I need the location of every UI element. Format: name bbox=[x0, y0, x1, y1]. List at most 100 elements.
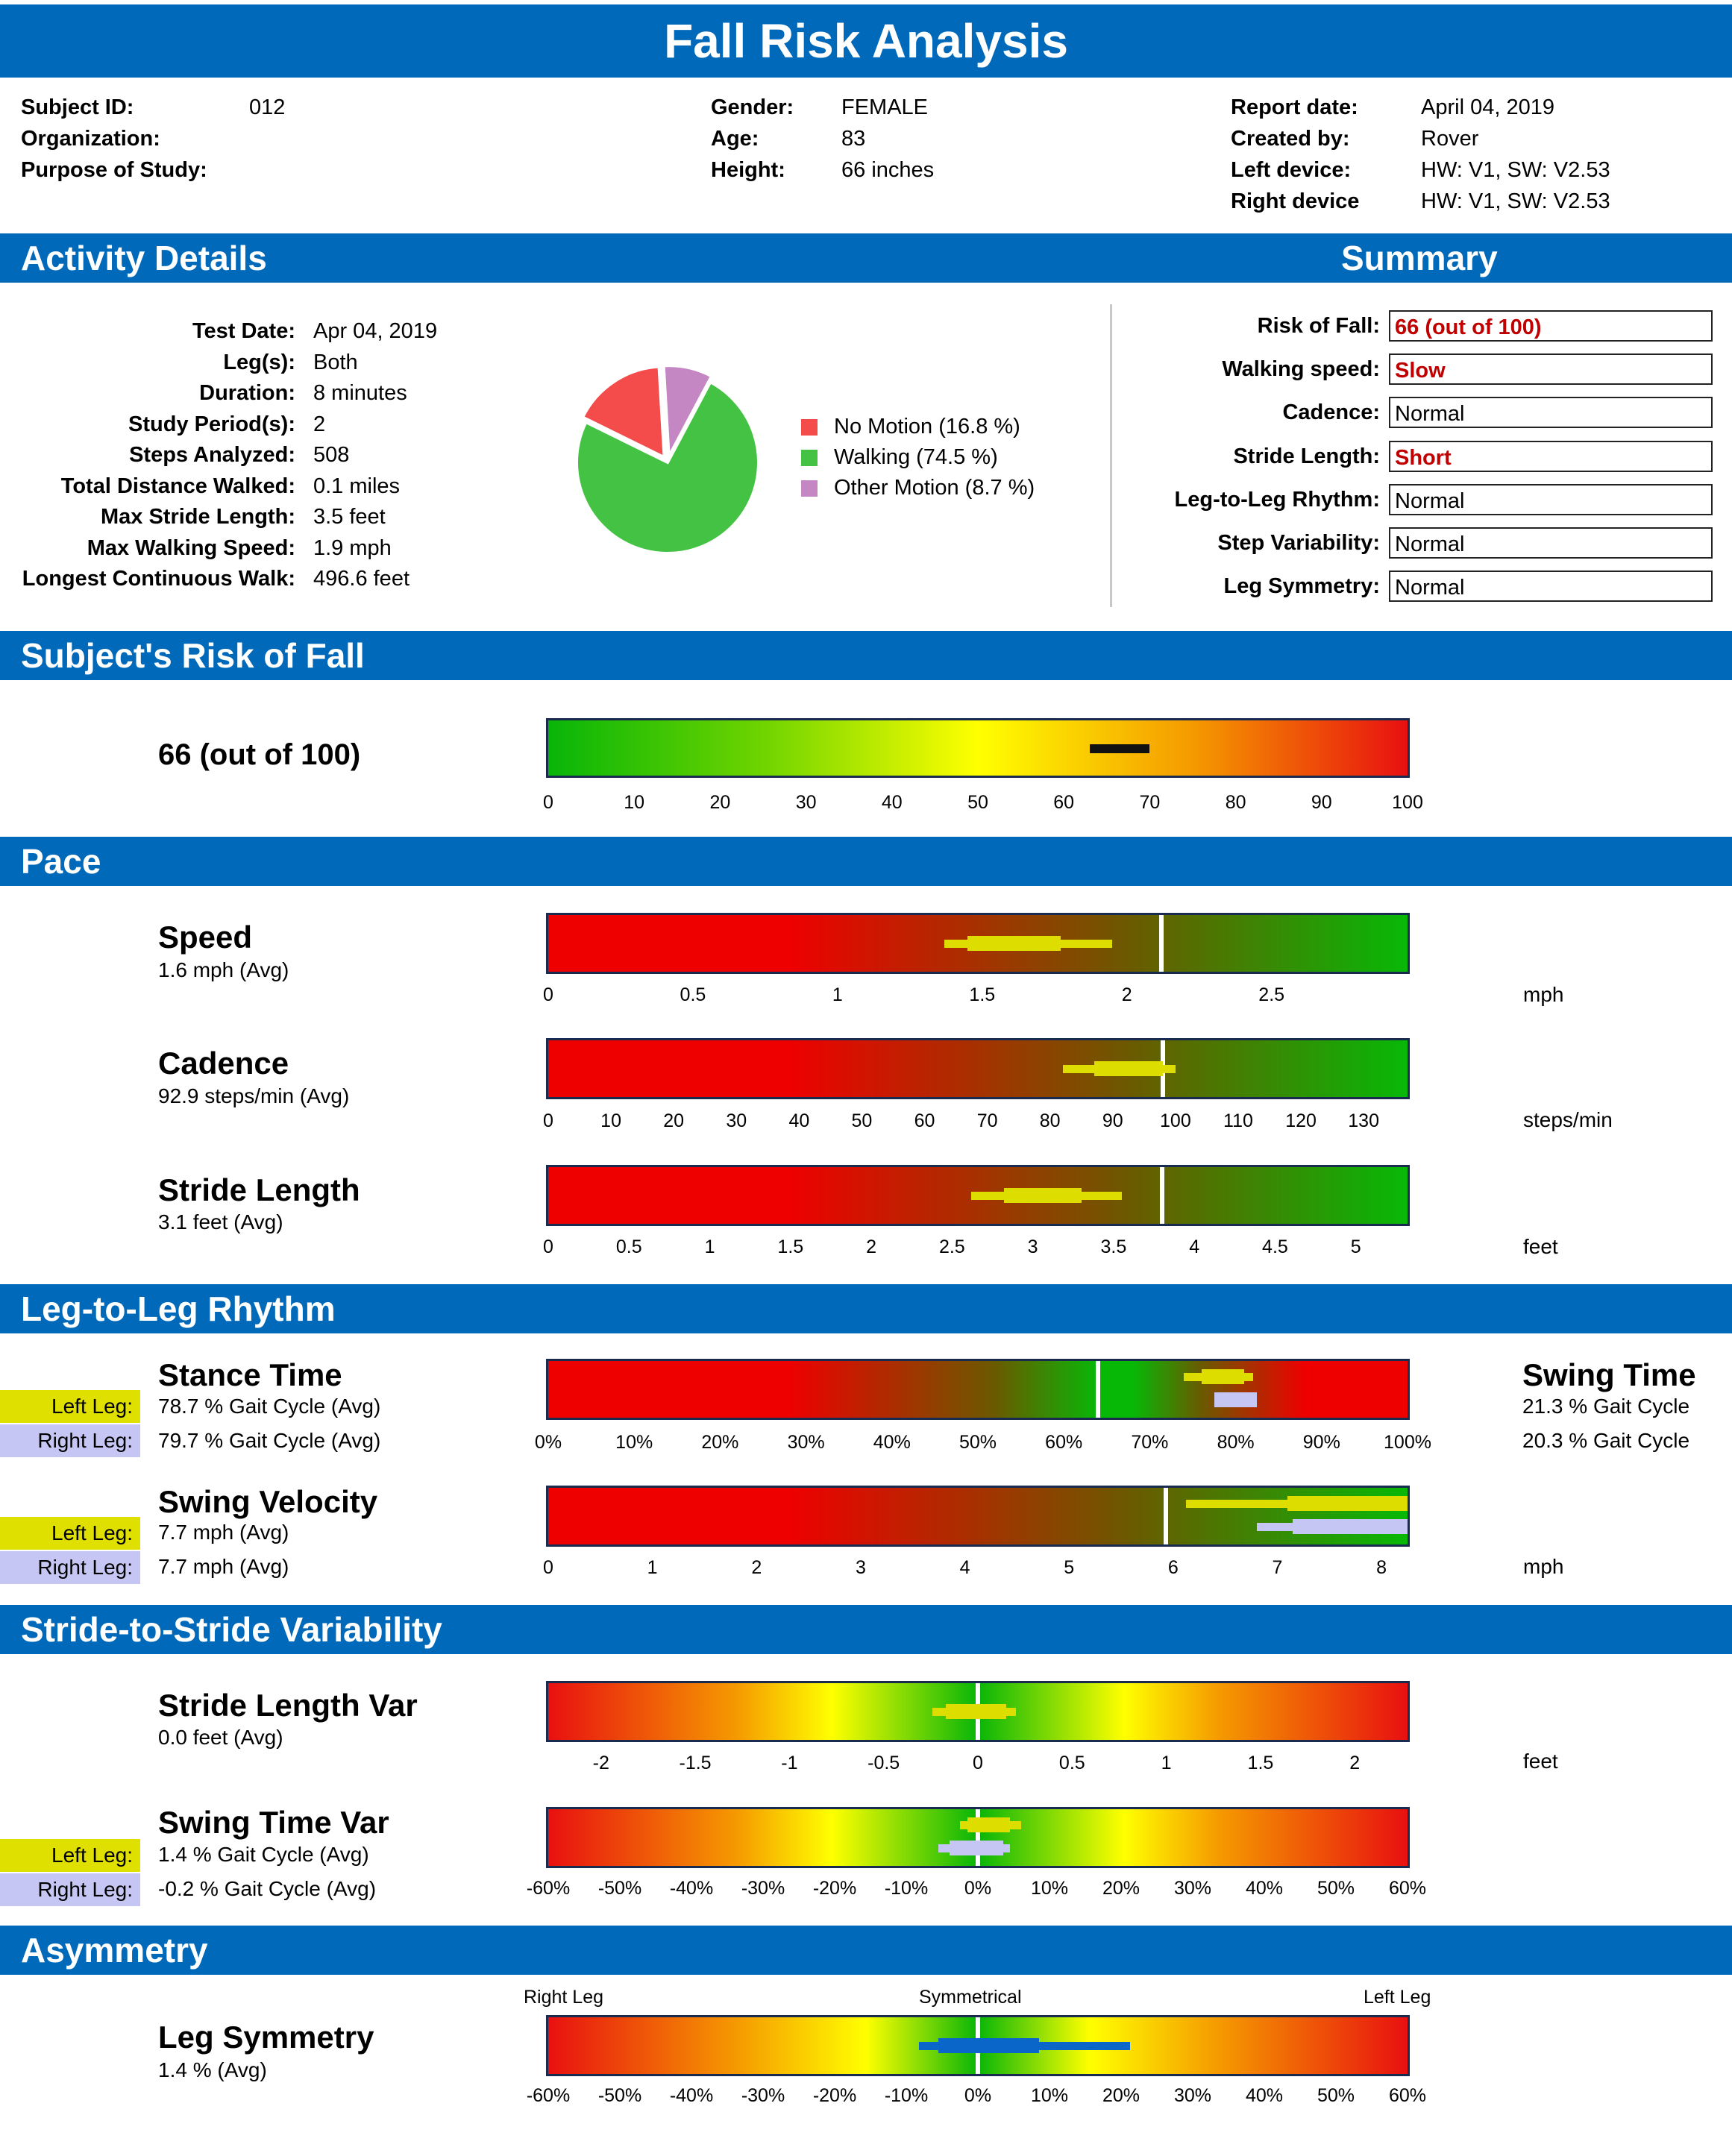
summary-label: Cadence: bbox=[1282, 400, 1380, 425]
range-marker bbox=[938, 2038, 1039, 2053]
tick-label: 50% bbox=[958, 1432, 997, 1453]
header-value: HW: V1, SW: V2.53 bbox=[1421, 158, 1610, 182]
threshold-line bbox=[1159, 915, 1164, 972]
stride-sub: 3.1 feet (Avg) bbox=[158, 1210, 283, 1233]
tick-label: 70 bbox=[1139, 792, 1161, 813]
tick-label: 1 bbox=[832, 984, 843, 1005]
tick-label: 50 bbox=[851, 1110, 873, 1131]
pie-slice bbox=[575, 380, 760, 555]
header-value: FEMALE bbox=[841, 95, 929, 119]
tick-label: 100 bbox=[1160, 1110, 1191, 1131]
summary-label: Leg Symmetry: bbox=[1223, 574, 1380, 599]
rhythm-title: Leg-to-Leg Rhythm bbox=[21, 1289, 336, 1328]
tick-label: 0 bbox=[543, 1557, 553, 1578]
tick-label: -20% bbox=[812, 1878, 857, 1899]
stride-title: Stride Length bbox=[158, 1172, 360, 1207]
range-marker bbox=[967, 936, 1061, 951]
variability-band: Stride-to-Stride Variability bbox=[0, 1605, 1732, 1654]
activity-title: Activity Details bbox=[21, 239, 267, 277]
pace-band: Pace bbox=[0, 837, 1732, 886]
symmetry-sub: 1.4 % (Avg) bbox=[158, 2058, 267, 2081]
tick-label: 80% bbox=[1217, 1432, 1255, 1453]
tick-label: 0 bbox=[543, 1110, 553, 1131]
stance-right: 79.7 % Gait Cycle (Avg) bbox=[158, 1429, 381, 1452]
right-leg-tag: Right Leg: bbox=[0, 1424, 140, 1457]
header-label: Purpose of Study: bbox=[21, 158, 207, 182]
asymmetry-title: Asymmetry bbox=[21, 1931, 208, 1970]
tick-label: 2.5 bbox=[1258, 984, 1285, 1005]
activity-label: Steps Analyzed: bbox=[129, 443, 295, 467]
pie-slice bbox=[662, 364, 714, 462]
tick-label: 8 bbox=[1376, 1557, 1387, 1578]
header-label: Created by: bbox=[1231, 127, 1350, 151]
swingvar-left: 1.4 % Gait Cycle (Avg) bbox=[158, 1843, 369, 1866]
tick-label: 1.5 bbox=[1247, 1753, 1274, 1773]
tick-label: 60 bbox=[914, 1110, 935, 1131]
activity-value: 8 minutes bbox=[313, 381, 407, 405]
summary-value-box: Normal bbox=[1389, 571, 1713, 603]
swing-time-right: 20.3 % Gait Cycle bbox=[1522, 1429, 1690, 1452]
range-marker bbox=[1089, 744, 1150, 753]
stride-unit: feet bbox=[1523, 1235, 1558, 1258]
tick-label: 3 bbox=[855, 1557, 866, 1578]
tick-label: 0 bbox=[543, 1236, 553, 1257]
header-value: HW: V1, SW: V2.53 bbox=[1421, 189, 1610, 213]
activity-value: 496.6 feet bbox=[313, 567, 410, 591]
pie-slice bbox=[580, 365, 666, 460]
header-label: Subject ID: bbox=[21, 95, 134, 119]
tick-label: 2 bbox=[866, 1236, 877, 1257]
header-label: Report date: bbox=[1231, 95, 1358, 119]
tick-label: 10% bbox=[615, 1432, 653, 1453]
range-marker bbox=[1003, 1188, 1082, 1203]
header-label: Organization: bbox=[21, 127, 160, 151]
tick-label: -50% bbox=[597, 1878, 642, 1899]
activity-label: Max Walking Speed: bbox=[87, 535, 295, 560]
activity-label: Test Date: bbox=[192, 319, 295, 343]
summary-label: Stride Length: bbox=[1233, 444, 1380, 468]
title-band: Fall Risk Analysis bbox=[0, 4, 1732, 78]
legend-label: No Motion (16.8 %) bbox=[834, 415, 1020, 439]
tick-label: 120 bbox=[1285, 1110, 1317, 1131]
tick-label: 90% bbox=[1302, 1432, 1340, 1453]
tick-label: 30 bbox=[726, 1110, 747, 1131]
activity-label: Duration: bbox=[199, 381, 295, 405]
swingvel-title: Swing Velocity bbox=[158, 1484, 378, 1519]
tick-label: 40% bbox=[1245, 1878, 1284, 1899]
speed-sub: 1.6 mph (Avg) bbox=[158, 958, 289, 981]
tick-label: 2 bbox=[1121, 984, 1132, 1005]
range-marker bbox=[1201, 1369, 1245, 1384]
symmetry-label-right-leg: Right Leg bbox=[524, 1987, 604, 2008]
tick-label: 20% bbox=[1102, 1878, 1140, 1899]
tick-label: 30 bbox=[795, 792, 817, 813]
variability-title: Stride-to-Stride Variability bbox=[21, 1610, 442, 1649]
tick-label: 2 bbox=[1349, 1753, 1361, 1773]
risk-score: 66 (out of 100) bbox=[158, 738, 361, 771]
activity-label: Leg(s): bbox=[223, 350, 295, 374]
activity-value: 3.5 feet bbox=[313, 505, 386, 529]
tick-label: 2 bbox=[751, 1557, 762, 1578]
tick-label: 0.5 bbox=[615, 1236, 642, 1257]
stance-title: Stance Time bbox=[158, 1357, 342, 1392]
tick-label: 30% bbox=[1173, 1878, 1212, 1899]
stance-left: 78.7 % Gait Cycle (Avg) bbox=[158, 1395, 381, 1418]
tick-label: 6 bbox=[1167, 1557, 1179, 1578]
header-value: 83 bbox=[841, 127, 866, 151]
swingvel-gauge bbox=[546, 1486, 1410, 1547]
activity-label: Study Period(s): bbox=[128, 412, 295, 436]
tick-label: 7 bbox=[1272, 1557, 1283, 1578]
activity-value: Both bbox=[313, 350, 358, 374]
summary-label: Walking speed: bbox=[1222, 357, 1380, 382]
tick-label: -60% bbox=[526, 2085, 571, 2106]
tick-label: -30% bbox=[741, 1878, 785, 1899]
left-leg-tag: Left Leg: bbox=[0, 1839, 140, 1872]
summary-value-box: 66 (out of 100) bbox=[1389, 310, 1713, 342]
tick-label: 100% bbox=[1384, 1432, 1431, 1453]
header-value: 66 inches bbox=[841, 158, 935, 182]
tick-label: 40 bbox=[881, 792, 903, 813]
symmetry-label-mid: Symmetrical bbox=[919, 1987, 1022, 2008]
stridevar-title: Stride Length Var bbox=[158, 1688, 418, 1723]
tick-label: 60% bbox=[1388, 2085, 1427, 2106]
tick-label: -0.5 bbox=[867, 1753, 900, 1773]
tick-label: -30% bbox=[741, 2085, 785, 2106]
tick-label: 20 bbox=[709, 792, 731, 813]
